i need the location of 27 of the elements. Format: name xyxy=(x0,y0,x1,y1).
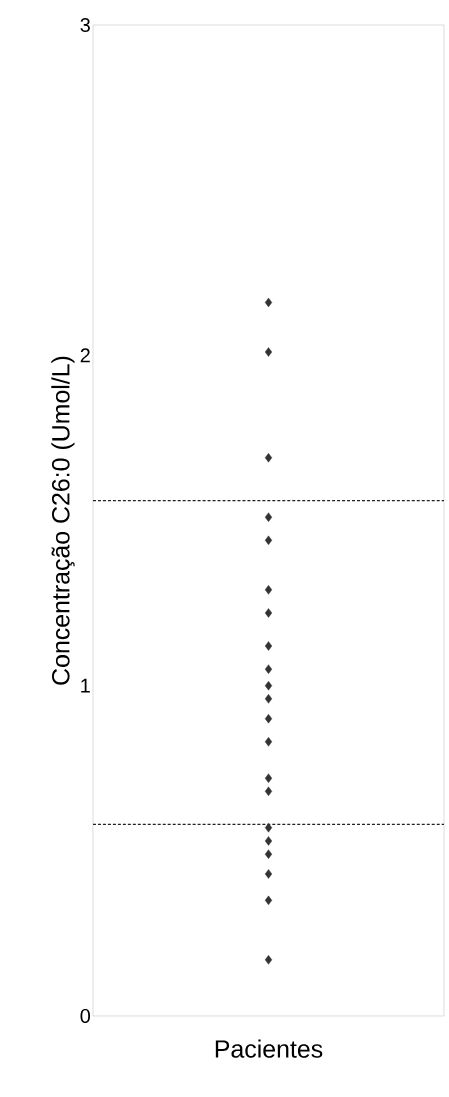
point xyxy=(264,895,273,906)
point xyxy=(264,535,273,546)
point xyxy=(264,773,273,783)
y-tick-label: 0 xyxy=(80,1008,91,1024)
point xyxy=(264,694,273,704)
point xyxy=(264,849,273,859)
point xyxy=(264,347,273,357)
point xyxy=(264,955,273,965)
point xyxy=(264,608,273,618)
x-axis-title: Pacientes xyxy=(215,1039,323,1058)
point xyxy=(264,836,273,846)
point xyxy=(264,585,273,595)
y-tick-label: 2 xyxy=(80,348,90,363)
point xyxy=(264,512,273,522)
point xyxy=(264,664,273,674)
point xyxy=(264,737,273,747)
point xyxy=(264,869,273,879)
y-tick-label: 1 xyxy=(81,678,90,693)
point xyxy=(264,641,273,651)
point xyxy=(264,786,273,797)
point xyxy=(264,713,273,724)
y-tick-label: 3 xyxy=(80,17,90,33)
y-axis-title: Concentração C26:0 (Umol/L) xyxy=(51,356,75,685)
point xyxy=(264,453,273,463)
point xyxy=(264,823,273,833)
point xyxy=(264,680,273,691)
point xyxy=(264,297,273,308)
